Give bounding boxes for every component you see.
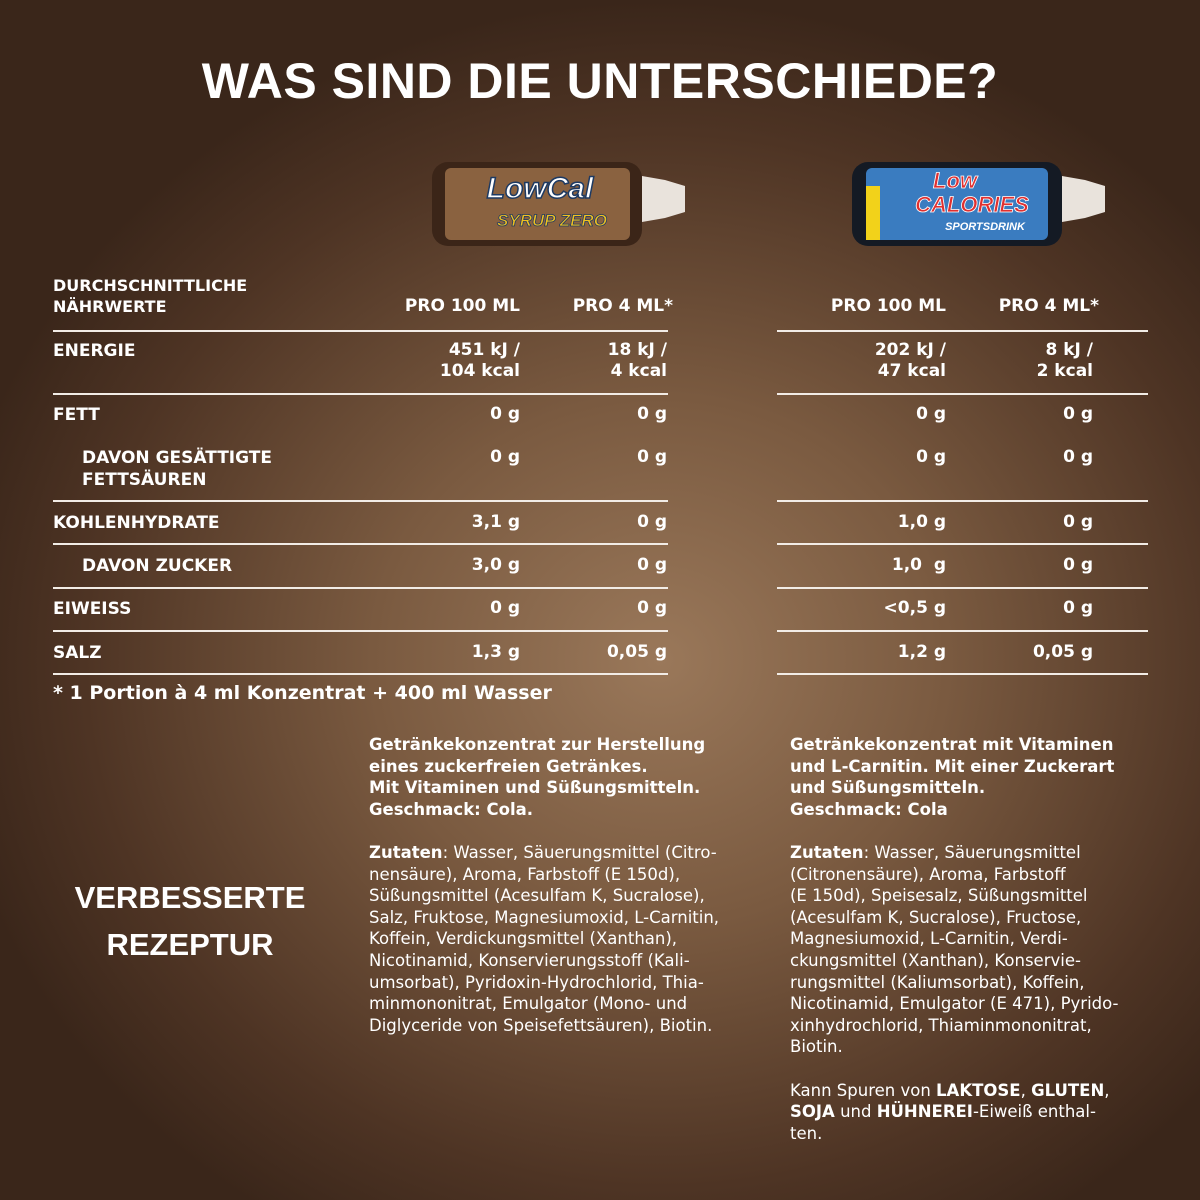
- cell: 0 g: [916, 404, 946, 424]
- row-rule: [53, 630, 668, 632]
- text: : Wasser, Säuerungsmittel (Citronensäure…: [790, 842, 1119, 1100]
- cell: 0 g: [490, 404, 520, 424]
- row-rule: [777, 587, 1148, 589]
- cell: 18 kJ / 4 kcal: [607, 340, 667, 381]
- cell: 8 kJ / 2 kcal: [1036, 340, 1093, 381]
- description: Getränkekonzentrat zur Herstellung eines…: [369, 734, 719, 1036]
- row-rule: [53, 330, 668, 332]
- cell: 0 g: [637, 447, 667, 467]
- title: WAS SIND DIE UNTERSCHIEDE?: [201, 53, 999, 109]
- cell: 1,3 g: [471, 642, 520, 662]
- product-sub: SPORTSDRINK: [945, 221, 1026, 233]
- row-rule: [53, 543, 668, 545]
- row-rule: [777, 330, 1148, 332]
- row-rule: [777, 393, 1148, 395]
- row-rule: [777, 630, 1148, 632]
- bottle-right: Low CALORIES SPORTSDRINK: [852, 162, 1105, 246]
- row-rule: [53, 500, 668, 502]
- row-rule: [53, 673, 668, 675]
- row-name: ENERGIE: [53, 341, 136, 361]
- row-rule: [53, 393, 668, 395]
- column-header: PRO 100 ML: [830, 296, 946, 316]
- row-rule: [777, 500, 1148, 502]
- bottle-cap: [642, 176, 685, 222]
- column-header: PRO 4 ML*: [998, 296, 1099, 316]
- bottle-cap: [1062, 176, 1105, 222]
- cell: 0,05 g: [606, 642, 667, 662]
- footnote: * 1 Portion à 4 ml Konzentrat + 400 ml W…: [53, 682, 552, 704]
- product-sub: SYRUP ZERO: [497, 211, 607, 230]
- bottle-label: [866, 168, 1048, 240]
- bold-text: LAKTOSE: [936, 1080, 1021, 1100]
- bold-text: Getränkekonzentrat zur Herstellung eines…: [369, 735, 706, 862]
- table-label: DURCHSCHNITTLICHE NÄHRWERTE: [53, 276, 248, 316]
- cell: 3,0 g: [471, 555, 520, 575]
- row-rule: [777, 543, 1148, 545]
- row-name: SALZ: [53, 643, 102, 663]
- product-name: LowCal: [487, 172, 594, 205]
- description: Getränkekonzentrat mit Vitaminen und L-C…: [790, 734, 1119, 1144]
- column-header: PRO 100 ML: [404, 296, 520, 316]
- row-name: DAVON ZUCKER: [82, 556, 233, 576]
- cell: 0 g: [916, 447, 946, 467]
- cell: 0 g: [637, 598, 667, 618]
- bold-text: HÜHNEREI: [876, 1102, 973, 1122]
- bottle-label: [445, 168, 630, 240]
- product-name-2: CALORIES: [915, 192, 1029, 217]
- cell: 451 kJ / 104 kcal: [439, 340, 520, 381]
- column-header: PRO 4 ML*: [572, 296, 673, 316]
- row-rule: [53, 587, 668, 589]
- text: -Eiweiß enthal- ten.: [790, 1102, 1096, 1143]
- text: ,: [1020, 1080, 1032, 1100]
- cell: 0 g: [490, 447, 520, 467]
- cell: 0 g: [637, 555, 667, 575]
- row-name: FETT: [53, 405, 100, 425]
- cell: 1,2 g: [897, 642, 946, 662]
- product-name: Low: [933, 168, 979, 193]
- bottle-left: LowCal SYRUP ZERO: [432, 162, 685, 246]
- side-heading: VERBESSERTE REZEPTUR: [74, 880, 306, 962]
- bold-text: Getränkekonzentrat mit Vitaminen und L-C…: [790, 735, 1115, 862]
- cell: 0 g: [637, 512, 667, 532]
- cell: 0 g: [1063, 555, 1093, 575]
- cell: 1,0 g: [891, 555, 946, 575]
- row-rule: [777, 673, 1148, 675]
- cell: 0 g: [1063, 512, 1093, 532]
- cell: 202 kJ / 47 kcal: [874, 340, 946, 381]
- cell: 1,0 g: [897, 512, 946, 532]
- cell: 0 g: [1063, 404, 1093, 424]
- row-name: DAVON GESÄTTIGTE FETTSÄUREN: [82, 448, 272, 490]
- label-stripe: [866, 186, 880, 240]
- row-name: KOHLENHYDRATE: [53, 513, 220, 533]
- cell: 0 g: [1063, 598, 1093, 618]
- cell: <0,5 g: [883, 598, 946, 618]
- text: und: [834, 1102, 877, 1122]
- text: ,: [1104, 1080, 1110, 1100]
- cell: 0,05 g: [1032, 642, 1093, 662]
- cell: 0 g: [490, 598, 520, 618]
- cell: 0 g: [637, 404, 667, 424]
- bold-text: SOJA: [790, 1102, 835, 1122]
- row-name: EIWEISS: [53, 599, 132, 619]
- cell: 3,1 g: [471, 512, 520, 532]
- text: : Wasser, Säuerungsmittel (Citro- nensäu…: [369, 842, 720, 1035]
- cell: 0 g: [1063, 447, 1093, 467]
- bold-text: GLUTEN: [1031, 1080, 1105, 1100]
- product-images: LowCal SYRUP ZERO Low CALORIES SPORTSDRI…: [432, 162, 1105, 246]
